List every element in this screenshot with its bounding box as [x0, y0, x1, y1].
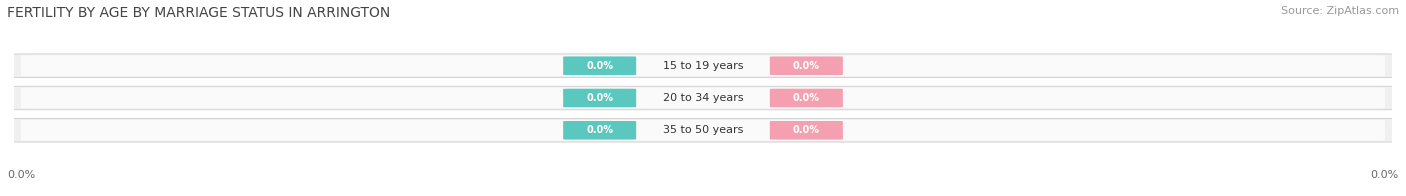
Text: 15 to 19 years: 15 to 19 years: [662, 61, 744, 71]
Text: 0.0%: 0.0%: [7, 170, 35, 180]
Text: 0.0%: 0.0%: [1371, 170, 1399, 180]
Text: 0.0%: 0.0%: [586, 61, 613, 71]
Text: Source: ZipAtlas.com: Source: ZipAtlas.com: [1281, 6, 1399, 16]
FancyBboxPatch shape: [564, 121, 636, 140]
Text: 0.0%: 0.0%: [586, 93, 613, 103]
FancyBboxPatch shape: [11, 86, 1395, 110]
FancyBboxPatch shape: [11, 119, 1395, 142]
Text: 35 to 50 years: 35 to 50 years: [662, 125, 744, 135]
FancyBboxPatch shape: [564, 56, 636, 75]
FancyBboxPatch shape: [770, 121, 842, 140]
Text: 20 to 34 years: 20 to 34 years: [662, 93, 744, 103]
FancyBboxPatch shape: [564, 89, 636, 107]
Text: 0.0%: 0.0%: [793, 125, 820, 135]
FancyBboxPatch shape: [21, 55, 1385, 76]
Text: 0.0%: 0.0%: [793, 93, 820, 103]
Text: FERTILITY BY AGE BY MARRIAGE STATUS IN ARRINGTON: FERTILITY BY AGE BY MARRIAGE STATUS IN A…: [7, 6, 391, 20]
FancyBboxPatch shape: [770, 56, 842, 75]
Text: 0.0%: 0.0%: [793, 61, 820, 71]
FancyBboxPatch shape: [21, 88, 1385, 108]
Text: 0.0%: 0.0%: [586, 125, 613, 135]
FancyBboxPatch shape: [11, 54, 1395, 77]
FancyBboxPatch shape: [21, 120, 1385, 141]
FancyBboxPatch shape: [770, 89, 842, 107]
